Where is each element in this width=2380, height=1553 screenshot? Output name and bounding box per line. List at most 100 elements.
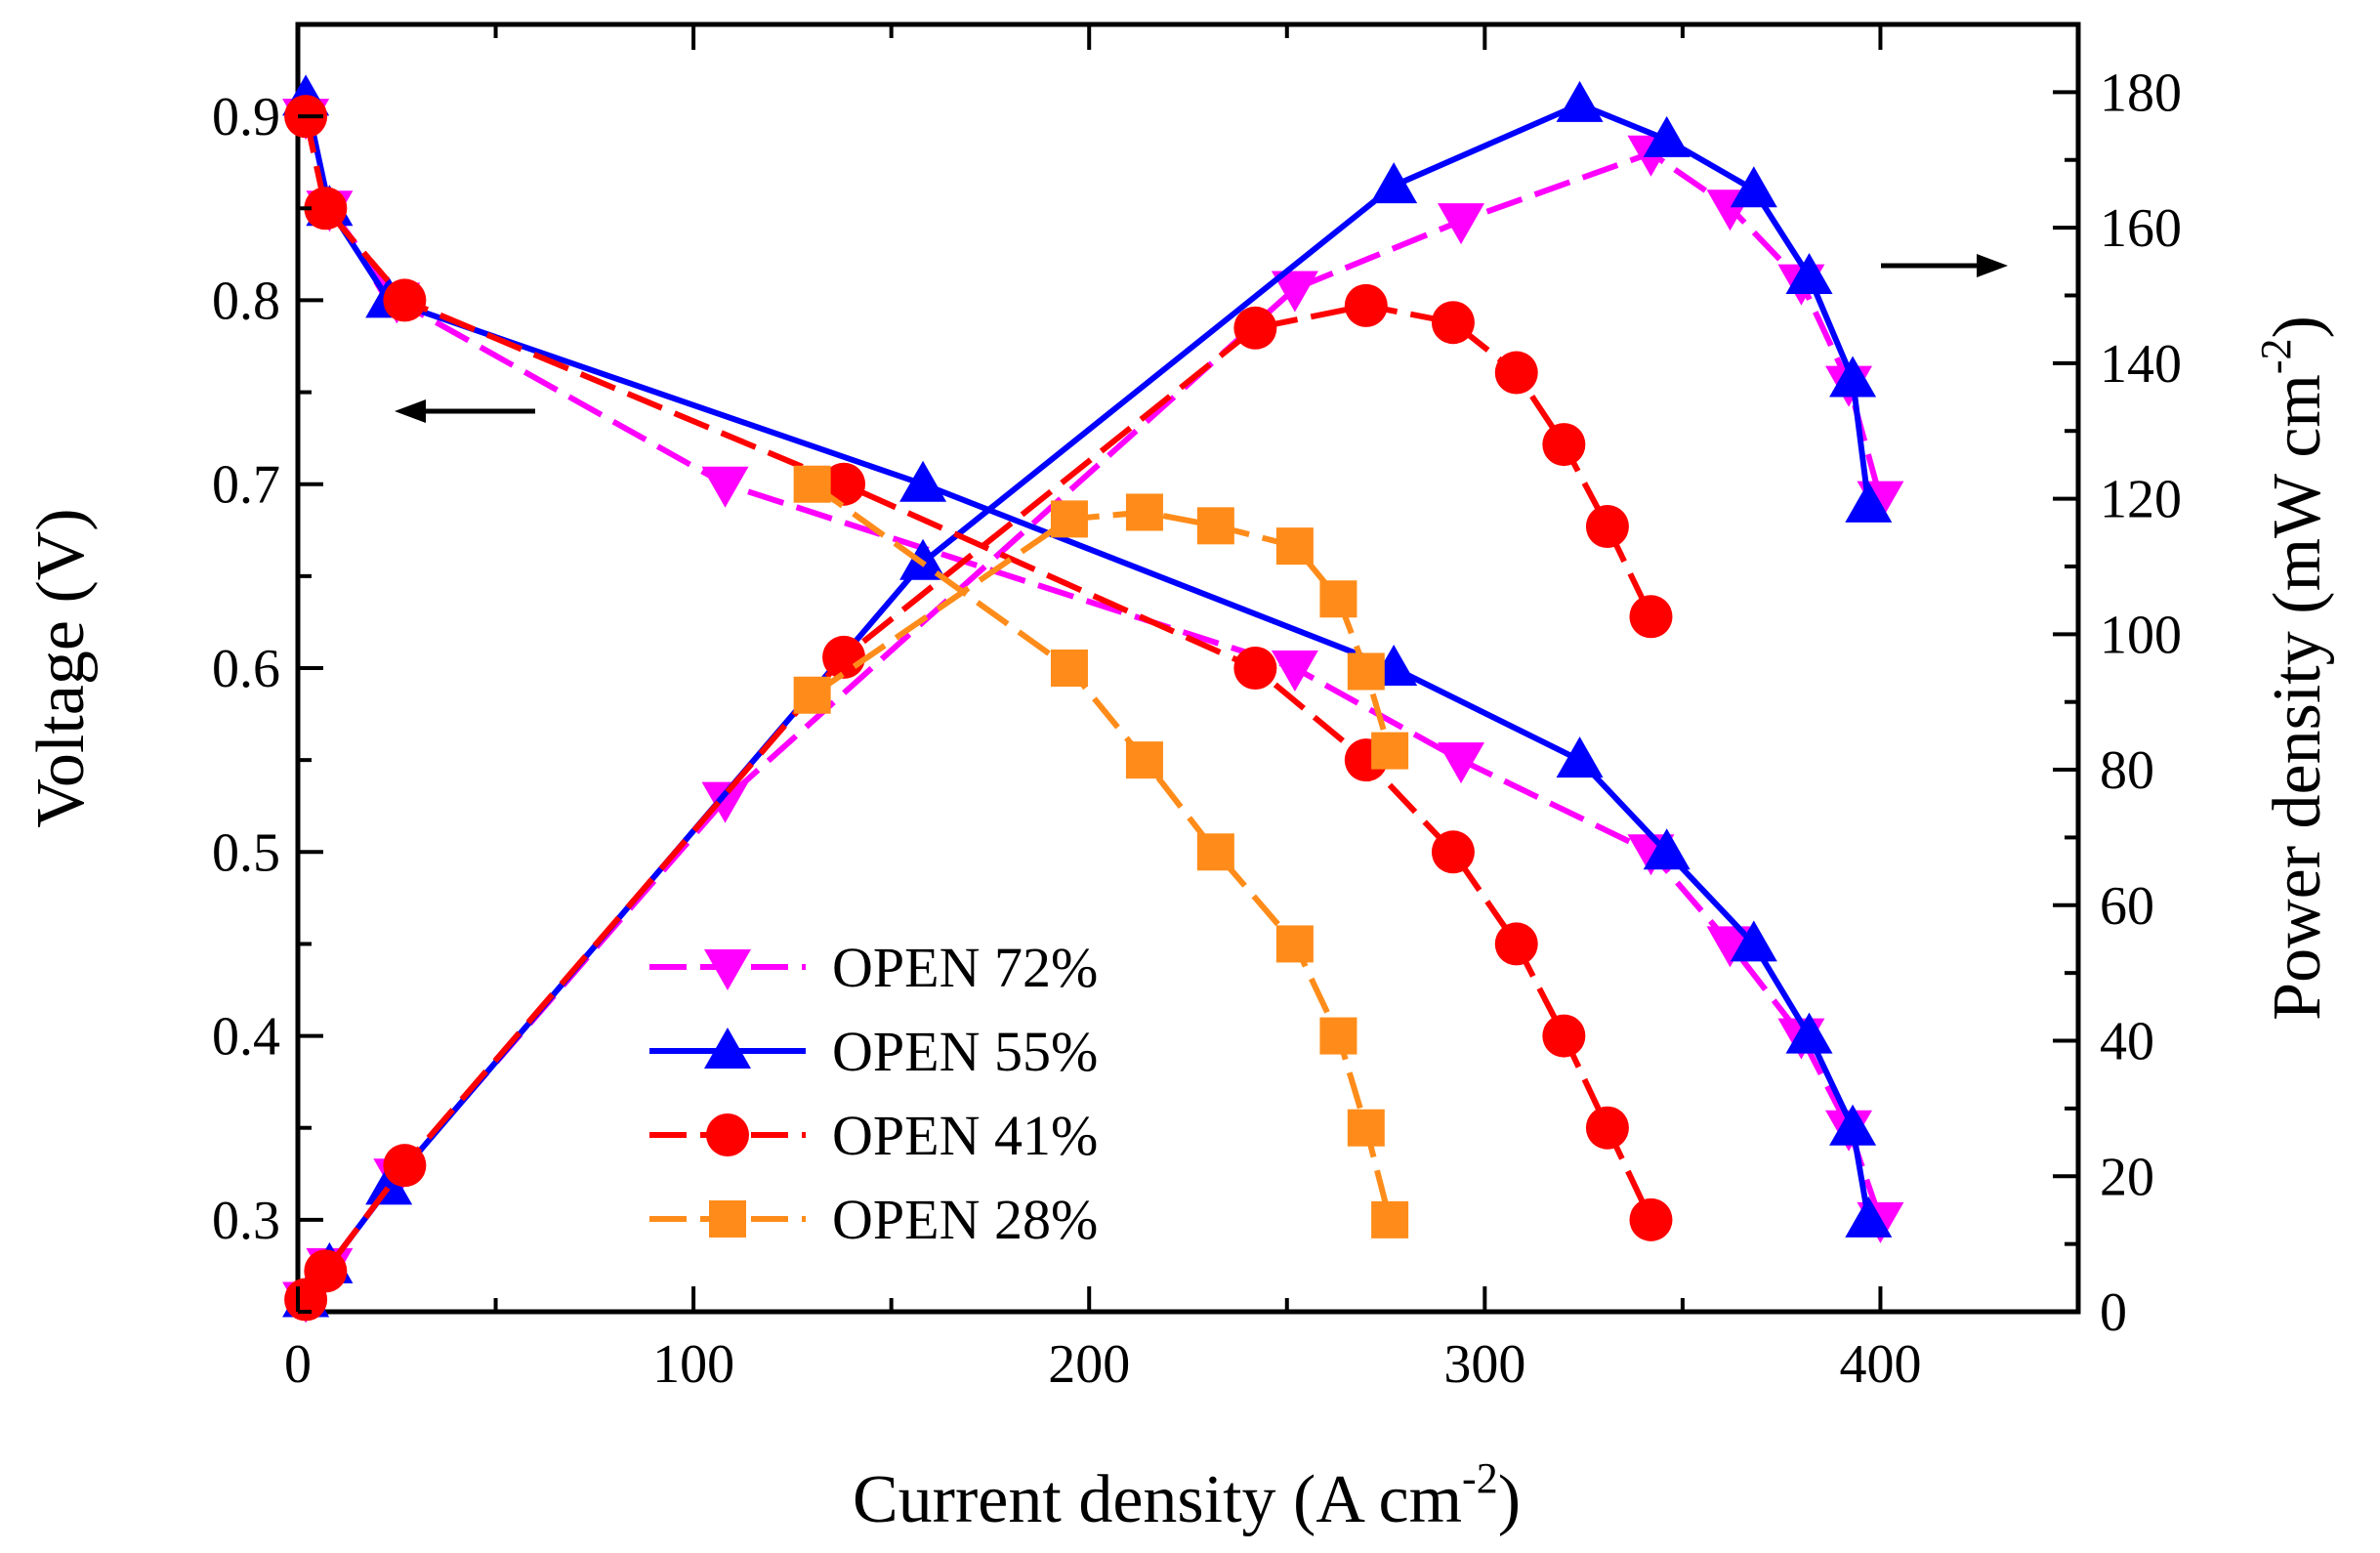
power-point — [701, 781, 749, 823]
x-axis-title: Current density (A cm-2) — [853, 1454, 1521, 1537]
x-tick-label: 200 — [1048, 1334, 1130, 1395]
voltage-point — [1319, 1017, 1357, 1055]
power-point — [1829, 356, 1877, 398]
y-left-tick-label: 0.5 — [212, 822, 280, 883]
y-right-tick-label: 0 — [2100, 1282, 2127, 1343]
y-right-tick-label: 120 — [2100, 470, 2182, 530]
power-point — [1542, 423, 1586, 467]
power-point — [1431, 301, 1475, 345]
power-point — [1050, 500, 1088, 538]
power-point — [793, 676, 831, 714]
power-point — [1196, 507, 1234, 545]
y-left-tick-label: 0.3 — [212, 1191, 280, 1251]
x-tick-label: 400 — [1839, 1334, 1921, 1395]
voltage-point — [1275, 925, 1314, 963]
x-tick-label: 300 — [1443, 1334, 1525, 1395]
voltage-point — [1643, 828, 1691, 870]
plot-frame — [295, 21, 2081, 1315]
y-right-tick-label: 40 — [2100, 1012, 2154, 1072]
power-point — [1438, 203, 1485, 245]
power-point — [1371, 732, 1409, 770]
voltage-point — [1494, 922, 1538, 966]
power-point — [1556, 80, 1604, 122]
power-point — [1319, 580, 1357, 618]
voltage-point — [1438, 742, 1485, 784]
y-right-tick-label: 80 — [2100, 740, 2154, 801]
legend-marker — [704, 1028, 751, 1069]
y-right-tick-label: 100 — [2100, 605, 2182, 665]
legend-marker — [709, 1200, 746, 1238]
power-point — [1125, 493, 1163, 531]
power-point — [1275, 527, 1314, 566]
voltage-point — [1542, 1014, 1586, 1058]
voltage-point — [304, 187, 348, 231]
power-point — [1233, 306, 1277, 350]
power-point — [1585, 505, 1629, 549]
voltage-point — [1845, 1196, 1893, 1238]
legend-item: OPEN 41% — [649, 1104, 1098, 1167]
y-right-tick-label: 160 — [2100, 198, 2182, 259]
legend-item: OPEN 72% — [649, 936, 1098, 999]
voltage-point — [1556, 736, 1604, 778]
power-point — [1344, 283, 1388, 327]
voltage-point — [1196, 833, 1234, 871]
power-point — [1347, 652, 1385, 691]
voltage-point — [1585, 1106, 1629, 1150]
power-point — [383, 1144, 427, 1188]
power-point — [1271, 271, 1318, 313]
power-point — [304, 1249, 348, 1293]
y-left-tick-label: 0.6 — [212, 639, 280, 699]
voltage-point — [1125, 741, 1163, 779]
x-tick-label: 100 — [652, 1334, 734, 1395]
voltage-point — [793, 465, 831, 503]
voltage-point — [383, 278, 427, 322]
power-point — [1730, 166, 1777, 208]
series-layer — [282, 74, 1904, 1323]
power-point — [1370, 162, 1418, 204]
x-tick-label: 0 — [284, 1334, 312, 1395]
power-point — [1785, 253, 1833, 295]
voltage-point — [1371, 1200, 1409, 1238]
y-right-tick-label: 20 — [2100, 1147, 2154, 1207]
voltage-point — [1706, 926, 1754, 968]
voltage-point — [822, 462, 866, 506]
y-right-axis-title: Power density (mW cm-2) — [2252, 315, 2335, 1021]
y-left-tick-label: 0.8 — [212, 271, 280, 331]
power-point — [822, 635, 866, 679]
power-point — [1845, 481, 1893, 523]
voltage-point — [1829, 1104, 1877, 1146]
series-open-28 — [793, 465, 1409, 1238]
legend-label: OPEN 72% — [832, 936, 1098, 999]
voltage-point — [1347, 1109, 1385, 1147]
tick-labels-layer: 0 100 200 300 400 0.3 0.4 0.5 0.6 0.7 0.8 0.9 0 20 40 6… — [212, 63, 2182, 1395]
power-point — [1629, 595, 1673, 639]
voltage-point — [899, 460, 947, 502]
voltage-point — [1730, 920, 1777, 962]
legend-item: OPEN 28% — [649, 1188, 1098, 1251]
voltage-axis-arrow — [395, 399, 535, 423]
power-point — [1494, 351, 1538, 395]
legend-marker — [706, 1113, 749, 1156]
legend: OPEN 72% OPEN 55% OPEN 41% OPEN 28% — [649, 936, 1098, 1251]
voltage-point — [1233, 647, 1277, 690]
legend-label: OPEN 28% — [832, 1188, 1098, 1251]
power-point — [1643, 115, 1691, 157]
legend-label: OPEN 41% — [832, 1104, 1098, 1167]
voltage-point — [1431, 830, 1475, 874]
legend-label: OPEN 55% — [832, 1020, 1098, 1083]
power-point — [365, 1163, 413, 1205]
power-axis-arrow — [1881, 254, 2008, 277]
power-point — [899, 538, 947, 580]
y-left-tick-label: 0.4 — [212, 1007, 280, 1068]
ticks-layer — [296, 22, 2080, 1314]
voltage-point — [1271, 651, 1318, 692]
legend-marker — [704, 949, 751, 990]
y-right-tick-label: 180 — [2100, 63, 2182, 123]
voltage-point — [1050, 650, 1088, 687]
voltage-point — [1785, 1012, 1833, 1054]
y-right-tick-label: 140 — [2100, 334, 2182, 395]
legend-item: OPEN 55% — [649, 1020, 1098, 1083]
y-right-tick-label: 60 — [2100, 876, 2154, 937]
y-left-tick-label: 0.7 — [212, 455, 280, 516]
